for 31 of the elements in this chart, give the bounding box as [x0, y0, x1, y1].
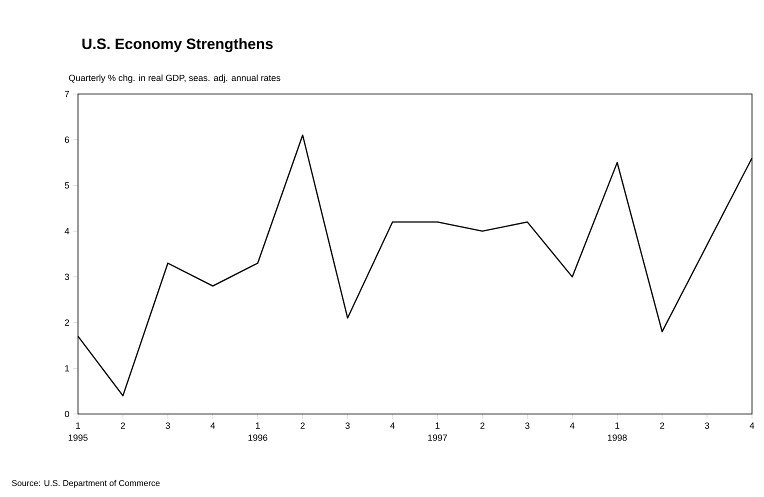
y-tick-label: 2	[64, 319, 70, 326]
text: 1998	[608, 434, 627, 441]
y-tick-label: 7	[64, 90, 70, 98]
chart-subtitle: Quarterly % chg. in real GDP, seas. adj. annual rates	[68, 74, 280, 83]
x-tick-label: 2	[660, 422, 664, 429]
x-tick-label: 3	[704, 422, 710, 429]
x-tick-label: 1	[436, 422, 440, 429]
x-tick-label: 4	[210, 422, 216, 429]
source-note: Source: U.S. Department of Commerce	[12, 480, 160, 488]
x-tick-label: 4	[570, 422, 574, 429]
y-tick-label: 1	[65, 365, 70, 372]
chart-title: U.S. Economy Strengthens	[82, 38, 273, 52]
x-tick-label: 2	[300, 422, 305, 429]
x-tick-label: 1	[256, 422, 260, 429]
y-tick-label: 4	[64, 228, 70, 234]
x-tick-label: 3	[345, 422, 350, 429]
y-tick-label: 3	[64, 274, 70, 280]
x-tick-label: 2	[120, 422, 125, 429]
y-tick-label: 6	[64, 136, 70, 143]
y-tick-label: 5	[64, 182, 70, 189]
y-tick-label: 0	[64, 410, 70, 418]
x-tick-label: 4	[390, 422, 395, 429]
x-tick-label: 3	[166, 422, 170, 429]
x-tick-label: 2	[480, 422, 484, 429]
text: 1996	[248, 434, 268, 441]
x-tick-label: 1	[615, 422, 620, 429]
x-tick-label: 3	[525, 422, 530, 429]
x-tick-label: 1	[76, 422, 80, 429]
text: 1997	[428, 434, 447, 441]
text: 1995	[68, 434, 88, 441]
x-tick-label: 4	[750, 422, 754, 429]
